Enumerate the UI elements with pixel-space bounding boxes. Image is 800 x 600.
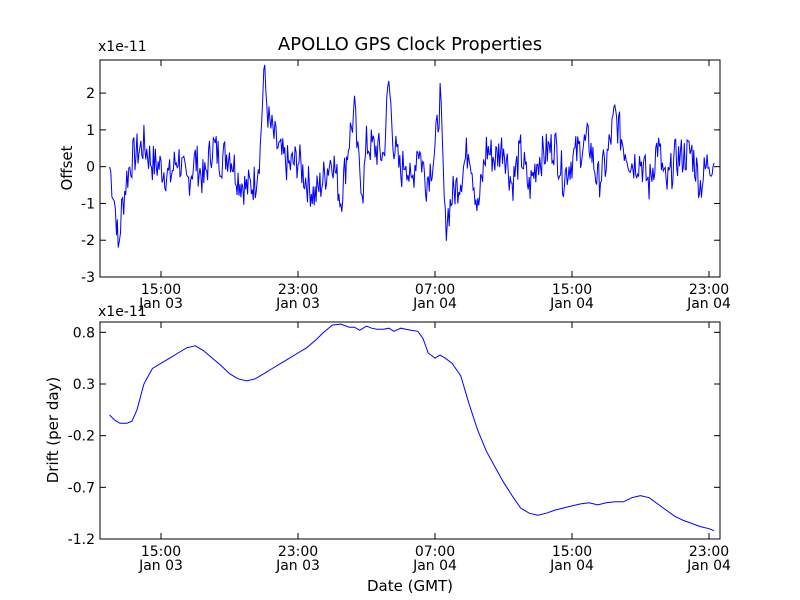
drift-x-tick-time: 15:00 xyxy=(552,544,592,560)
offset-scale-label: x1e-11 xyxy=(98,39,147,55)
offset-x-tick-date: Jan 04 xyxy=(412,296,457,312)
drift-x-tick-time: 23:00 xyxy=(689,544,729,560)
offset-y-tick-label: -1 xyxy=(81,196,95,212)
drift-y-tick-label: 0.3 xyxy=(73,377,95,393)
offset-x-tick-date: Jan 04 xyxy=(686,296,731,312)
offset-x-tick-date: Jan 03 xyxy=(138,296,183,312)
offset-x-tick-time: 15:00 xyxy=(141,282,181,298)
offset-y-tick-label: -2 xyxy=(81,233,95,249)
drift-scale-label: x1e-11 xyxy=(98,304,147,320)
drift-x-tick-date: Jan 03 xyxy=(138,558,183,574)
offset-y-tick-label: 0 xyxy=(86,160,95,176)
drift-x-tick-date: Jan 04 xyxy=(549,558,594,574)
drift-y-tick-label: 0.8 xyxy=(73,325,95,341)
drift-axes-frame xyxy=(99,321,721,540)
drift-x-tick-date: Jan 04 xyxy=(412,558,457,574)
drift-x-tick-time: 23:00 xyxy=(278,544,318,560)
drift-x-tick-time: 15:00 xyxy=(141,544,181,560)
x-axis-label: Date (GMT) xyxy=(367,577,453,595)
offset-x-tick-date: Jan 04 xyxy=(549,296,594,312)
offset-y-tick-label: 2 xyxy=(86,86,95,102)
offset-x-tick-time: 23:00 xyxy=(278,282,318,298)
drift-x-tick-time: 07:00 xyxy=(415,544,455,560)
drift-y-tick-label: -1.2 xyxy=(68,532,95,548)
offset-y-tick-label: -3 xyxy=(81,270,95,286)
offset-series-line xyxy=(109,64,715,248)
drift-series-line xyxy=(109,323,715,532)
offset-x-tick-time: 07:00 xyxy=(415,282,455,298)
offset-x-tick-time: 23:00 xyxy=(689,282,729,298)
drift-x-tick-date: Jan 03 xyxy=(275,558,320,574)
offset-x-tick-time: 15:00 xyxy=(552,282,592,298)
drift-y-tick-label: -0.2 xyxy=(68,429,95,445)
drift-y-axis-label: Drift (per day) xyxy=(44,377,62,484)
drift-y-tick-label: -0.7 xyxy=(68,480,95,496)
drift-x-tick-date: Jan 04 xyxy=(686,558,731,574)
offset-x-tick-date: Jan 03 xyxy=(275,296,320,312)
offset-y-axis-label: Offset xyxy=(58,145,76,190)
offset-axes-frame xyxy=(99,59,721,278)
offset-y-tick-label: 1 xyxy=(86,123,95,139)
chart-title: APOLLO GPS Clock Properties xyxy=(278,34,542,55)
